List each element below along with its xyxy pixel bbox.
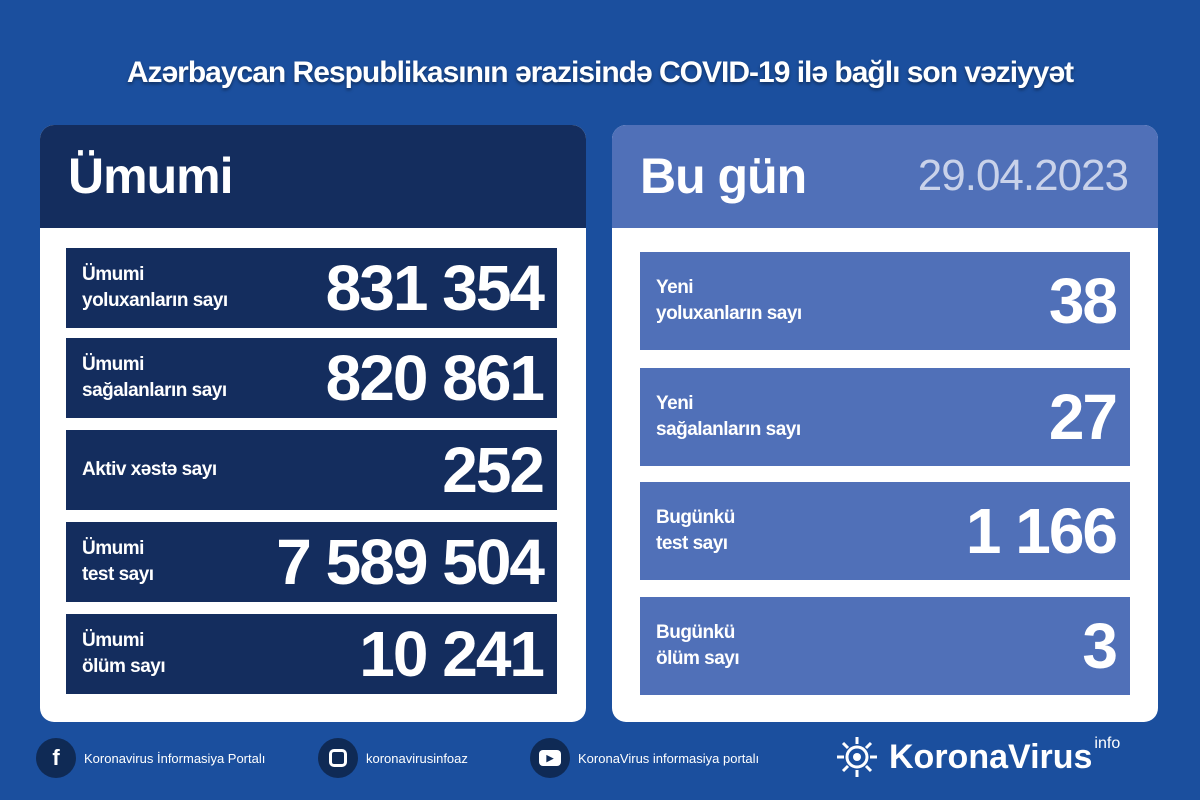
stat-label: Bugünkü ölüm sayı (656, 622, 740, 669)
stat-row: Yeni yoluxanların sayı 38 (640, 252, 1130, 350)
stat-label: Aktiv xəstə sayı (82, 459, 217, 480)
stat-row: Yeni sağalanların sayı 27 (640, 368, 1130, 466)
stat-row: Bugünkü test sayı 1 166 (640, 482, 1130, 580)
total-header: Ümumi (40, 125, 586, 228)
stat-row: Ümumi sağalanların sayı 820 861 (66, 338, 557, 418)
facebook-icon: f (36, 738, 76, 778)
youtube-label: KoronaVirus informasiya portalı (578, 750, 760, 766)
instagram-label: koronavirusinfoaz (366, 750, 468, 766)
youtube-icon: ▶ (530, 738, 570, 778)
stat-row: Ümumi yoluxanların sayı 831 354 (66, 248, 557, 328)
date: 29.04.2023 (917, 151, 1129, 200)
stat-value: 27 (1048, 381, 1118, 453)
instagram-icon (318, 738, 358, 778)
page-title: Azərbaycan Respublikasının ərazisində CO… (126, 56, 1074, 89)
today-heading: Bu gün (640, 148, 807, 204)
logo-sup: info (1094, 735, 1121, 752)
stat-value: 3 (1082, 610, 1118, 682)
stat-value: 7 589 504 (276, 526, 545, 598)
stat-value: 252 (442, 434, 545, 506)
stat-value: 38 (1048, 265, 1118, 337)
total-heading: Ümumi (68, 148, 233, 204)
stat-row: Aktiv xəstə sayı 252 (66, 430, 557, 510)
today-panel: Bu gün 29.04.2023 Yeni yoluxanların sayı 3… (612, 125, 1158, 722)
today-header: Bu gün 29.04.2023 (612, 125, 1158, 228)
stat-value: 1 166 (965, 495, 1118, 567)
instagram-link[interactable]: koronavirusinfoaz (318, 738, 508, 778)
stat-row: Bugünkü ölüm sayı 3 (640, 597, 1130, 695)
virus-sun-icon (837, 737, 877, 777)
footer: f Koronavirus İnformasiya Portalı koronav… (36, 738, 812, 778)
stat-label: Ümumi ölüm sayı (82, 630, 166, 677)
stat-label: Yeni sağalanların sayı (656, 393, 801, 440)
facebook-link[interactable]: f Koronavirus İnformasiya Portalı (36, 738, 296, 778)
stat-row: Ümumi ölüm sayı 10 241 (66, 614, 557, 694)
logo-text: KoronaVirus (889, 737, 1093, 776)
stat-value: 10 241 (359, 618, 545, 690)
stat-value: 831 354 (325, 252, 545, 324)
stat-value: 820 861 (325, 342, 545, 414)
stat-label: Ümumi sağalanların sayı (82, 354, 227, 401)
koronavirus-logo: KoronaVirus info (835, 735, 1120, 779)
total-panel: Ümumi Ümumi yoluxanların sayı 831 354 Ümu… (40, 125, 586, 722)
youtube-link[interactable]: ▶ KoronaVirus informasiya portalı (530, 738, 790, 778)
stat-row: Ümumi test sayı 7 589 504 (66, 522, 557, 602)
stat-label: Ümumi test sayı (82, 538, 154, 585)
stat-label: Ümumi yoluxanların sayı (82, 264, 228, 311)
stat-label: Bugünkü test sayı (656, 507, 735, 554)
stat-label: Yeni yoluxanların sayı (656, 277, 802, 324)
facebook-label: Koronavirus İnformasiya Portalı (84, 750, 266, 766)
